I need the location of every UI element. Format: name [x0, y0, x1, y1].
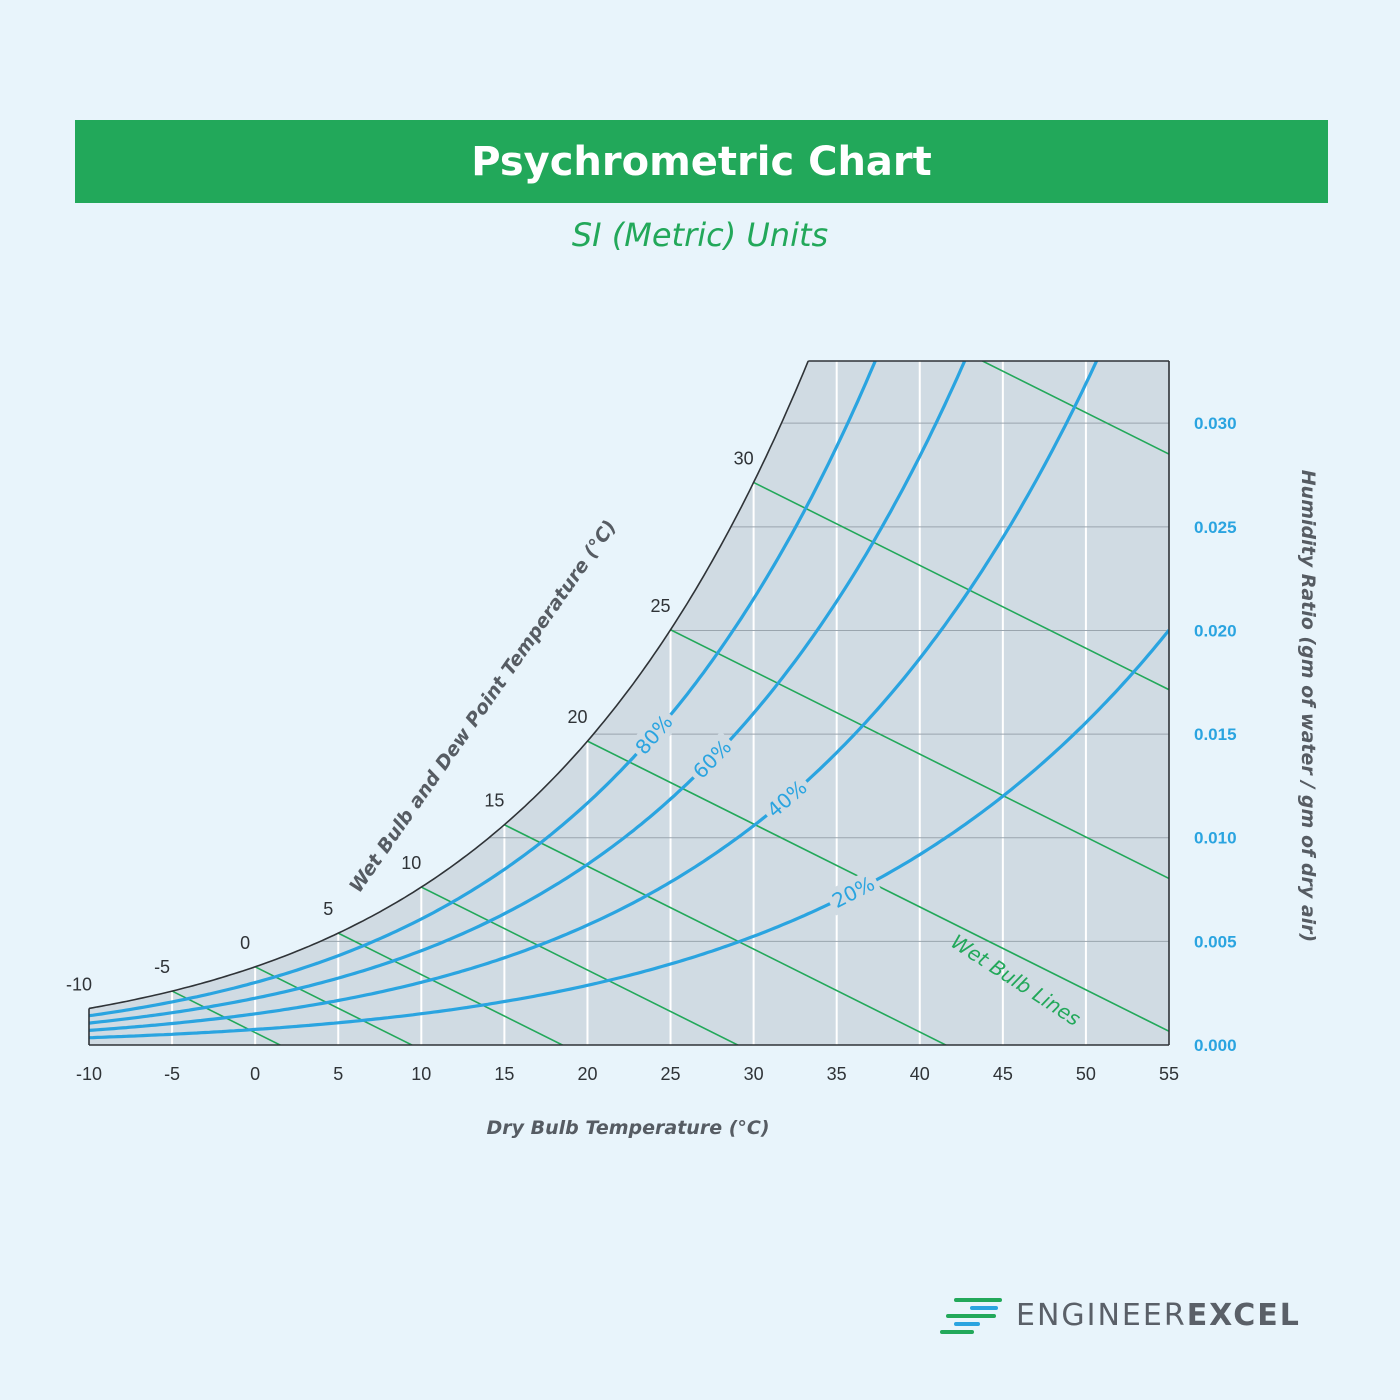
x-axis-label: Dry Bulb Temperature (°C) [486, 1117, 769, 1139]
x-tick-label: 15 [494, 1064, 514, 1084]
y-tick-label: 0.020 [1194, 621, 1237, 640]
y-tick-label: 0.030 [1194, 414, 1237, 433]
wet-bulb-line [171, 990, 613, 1045]
y-tick-label: 0.000 [1194, 1036, 1237, 1055]
x-tick-label: 30 [744, 1064, 764, 1084]
y-tick-label: 0.010 [1194, 829, 1237, 848]
wet-bulb-line [753, 481, 1169, 1045]
x-tick-label: 55 [1159, 1064, 1179, 1084]
saturation-tick-label: 30 [734, 448, 754, 468]
saturation-tick-label: 10 [401, 853, 421, 873]
engineerexcel-logo-icon [940, 1292, 1004, 1338]
wet-bulb-line [254, 966, 745, 1045]
x-tick-label: 0 [250, 1064, 260, 1084]
title-banner: Psychrometric Chart [75, 120, 1328, 203]
logo-text: ENGINEEREXCEL [1016, 1298, 1301, 1333]
saturation-tick-label: 0 [240, 933, 250, 953]
x-tick-label: 5 [333, 1064, 343, 1084]
logo-text-excel: EXCEL [1186, 1297, 1301, 1333]
wet-bulb-line [420, 886, 1071, 1045]
rh-curve-60pct [89, 361, 984, 1025]
rh-curve-40pct [89, 361, 1117, 1032]
x-tick-label: -5 [164, 1064, 180, 1084]
saturation-tick-label: 20 [567, 707, 587, 727]
saturation-tick-label: 5 [323, 899, 333, 919]
y-tick-label: 0.015 [1194, 725, 1237, 744]
saturation-tick-label: -10 [66, 974, 92, 994]
rh-curve-80pct [89, 361, 893, 1018]
x-tick-label: 25 [661, 1064, 681, 1084]
saturation-tick-label: 25 [651, 596, 671, 616]
wet-bulb-line [504, 824, 1169, 1045]
x-tick-label: -10 [76, 1064, 102, 1084]
x-tick-label: 45 [993, 1064, 1013, 1084]
rh-label-bg [758, 771, 816, 826]
wet-bulb-line [587, 740, 1169, 1045]
chart-region [89, 361, 1169, 1045]
y-tick-label: 0.005 [1194, 932, 1237, 951]
x-tick-label: 20 [577, 1064, 597, 1084]
x-tick-label: 50 [1076, 1064, 1096, 1084]
page-title: Psychrometric Chart [471, 138, 932, 185]
engineerexcel-logo: ENGINEEREXCEL [940, 1292, 1301, 1338]
wet-bulb-line [670, 629, 1169, 1045]
x-tick-label: 40 [910, 1064, 930, 1084]
y-tick-label: 0.025 [1194, 518, 1237, 537]
rh-label-bg [627, 706, 681, 763]
rh-label-bg [824, 868, 883, 916]
x-tick-label: 35 [827, 1064, 847, 1084]
saturation-tick-label: -5 [154, 957, 170, 977]
rh-curve-20pct [89, 629, 1169, 1040]
logo-text-engineer: ENGINEER [1016, 1297, 1187, 1333]
saturation-curve [88, 360, 810, 1010]
rh-label-bg [684, 731, 740, 787]
saturation-tick-label: 15 [484, 791, 504, 811]
page-subtitle: SI (Metric) Units [571, 216, 829, 254]
x-tick-label: 10 [411, 1064, 431, 1084]
wet-bulb-line [836, 361, 1169, 1045]
y-axis-label: Humidity Ratio (gm of water / gm of dry … [1297, 470, 1319, 942]
